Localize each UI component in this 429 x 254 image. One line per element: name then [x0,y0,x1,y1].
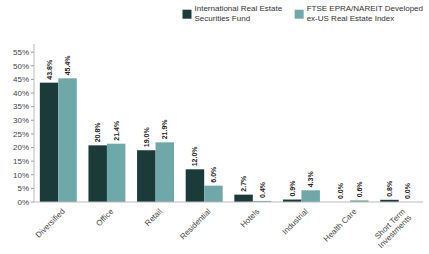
x-tick-label: Short TermInvestments [370,207,413,250]
y-tick-label: 30% [13,116,29,125]
bar [107,144,125,202]
x-axis: Diversified Office Retail Residential Hotels… [34,202,423,250]
bar [156,142,174,202]
data-label: 0.9% [289,180,296,197]
x-tick-label: Office [94,207,115,228]
x-tick-label: Diversified [34,207,67,240]
data-label: 2.7% [240,175,247,192]
legend-swatch [182,10,191,19]
data-labels: 43.8% 20.8% 19.0% 12.0% 2.7% 0.9% 0.0% 0.8% 45.4… [46,55,412,199]
x-tick-label: Residential [178,207,213,242]
bar [40,83,58,202]
bar [137,150,155,202]
y-tick-label: 50% [13,62,29,71]
y-tick-label: 10% [13,171,29,180]
chart: 0% 5% 10% 15% 20% 25% 30% 35% 40% 45% 50% 55% 43.8% 2… [0,0,429,254]
y-tick-label: 20% [13,143,29,152]
data-label: 0.0% [337,182,344,199]
legend: International Real EstateSecurities Fund… [182,4,423,22]
x-tick-label: Hotels [239,207,261,229]
bar [88,145,106,202]
legend-entry: International Real EstateSecurities Fund [182,4,282,22]
bar [204,186,222,202]
x-tick-label: Health Care [322,207,359,244]
data-label: 12.0% [191,146,198,167]
legend-label: FTSE EPRA/NAREIT Developedex-US Real Est… [307,4,423,22]
legend-label: International Real EstateSecurities Fund [194,4,282,22]
legend-swatch [295,10,304,19]
y-tick-label: 40% [13,89,29,98]
data-label: 21.9% [161,119,168,140]
y-tick-label: 5% [17,184,29,193]
y-tick-label: 45% [13,75,29,84]
data-label: 0.6% [356,181,363,198]
y-tick-label: 55% [13,48,29,57]
data-label: 45.4% [64,55,71,76]
bar [186,169,204,202]
bars [40,78,399,202]
data-label: 21.4% [113,120,120,141]
data-label: 0.8% [386,180,393,197]
data-label: 20.8% [94,122,101,143]
data-label: 6.0% [210,166,217,183]
x-axis-line [34,202,423,203]
x-tick-label: Retail [143,207,164,228]
legend-entry: FTSE EPRA/NAREIT Developedex-US Real Est… [295,4,423,22]
data-label: 19.0% [143,127,150,148]
bar [234,195,252,202]
data-label: 4.3% [307,171,314,188]
y-tick-label: 25% [13,130,29,139]
y-tick-label: 15% [13,157,29,166]
bar [301,190,319,202]
data-label: 0.4% [259,181,266,198]
y-tick-label: 35% [13,102,29,111]
bar [58,78,76,202]
y-tick-label: 0% [17,198,29,207]
data-label: 43.8% [46,59,53,80]
y-axis-line [34,44,35,202]
x-tick-label: Industrial [280,207,309,236]
y-axis: 0% 5% 10% 15% 20% 25% 30% 35% 40% 45% 50% 55% [13,44,34,207]
data-label: 0.0% [404,182,411,199]
